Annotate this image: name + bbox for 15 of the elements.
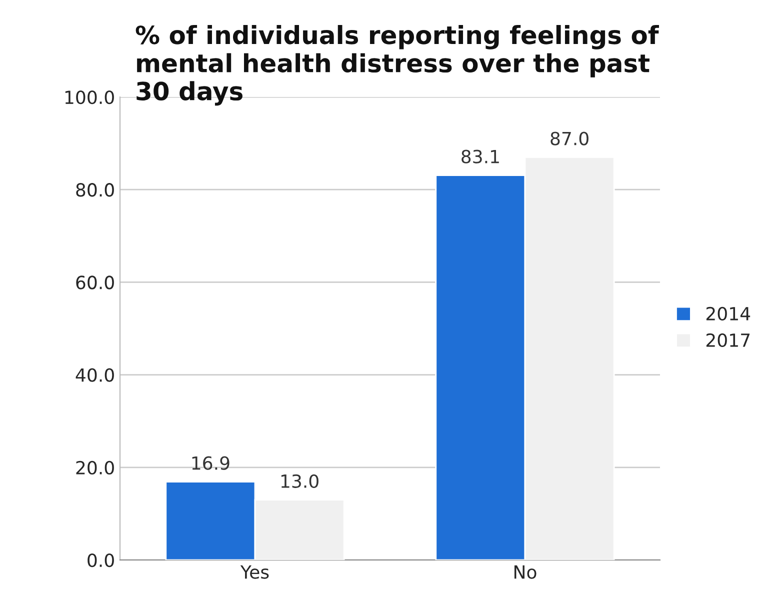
- data-label: 16.9: [192, 456, 230, 470]
- y-tick-label: 0.0: [88, 553, 114, 568]
- legend-label: 2017: [706, 333, 750, 347]
- legend-label: 2014: [706, 306, 750, 320]
- x-tick-label: No: [514, 565, 536, 579]
- y-tick-label: 80.0: [76, 183, 114, 197]
- y-tick-label: 40.0: [76, 368, 114, 382]
- y-tick-label: 100.0: [65, 90, 114, 104]
- y-tick-label: 20.0: [76, 460, 114, 475]
- chart-title: % of individuals reporting feelings of mental health distress over the past 30 days: [136, 25, 659, 106]
- x-tick-label: Yes: [240, 565, 269, 579]
- data-label: 83.1: [462, 150, 499, 164]
- data-label: 13.0: [281, 474, 318, 488]
- y-tick-label: 60.0: [76, 276, 114, 290]
- data-label: 87.0: [550, 132, 588, 146]
